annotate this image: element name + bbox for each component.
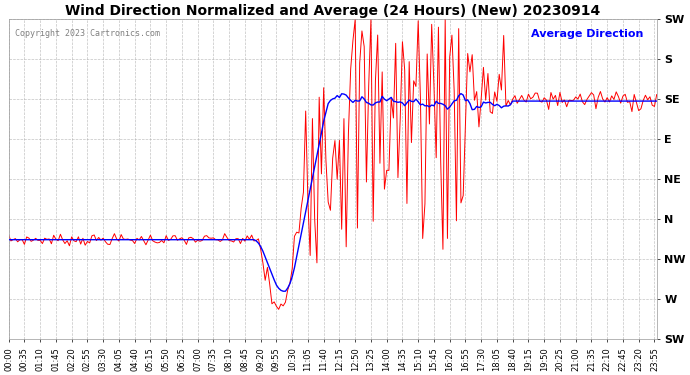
Text: Average Direction: Average Direction xyxy=(531,29,644,39)
Text: Copyright 2023 Cartronics.com: Copyright 2023 Cartronics.com xyxy=(15,29,160,38)
Title: Wind Direction Normalized and Average (24 Hours) (New) 20230914: Wind Direction Normalized and Average (2… xyxy=(65,4,600,18)
